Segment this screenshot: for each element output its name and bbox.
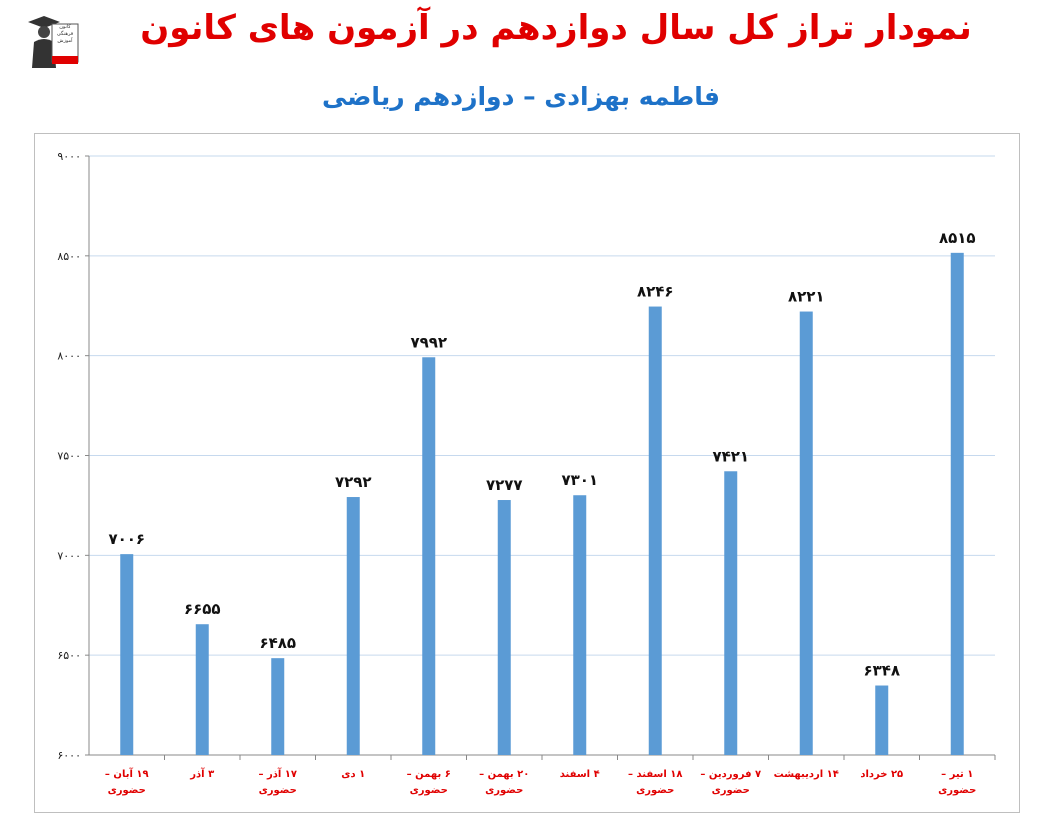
data-label: ۷۴۲۱	[712, 447, 749, 465]
x-tick-label: ۶ بهمن – حضوری	[407, 769, 451, 796]
data-label: ۷۲۹۲	[335, 473, 372, 491]
x-tick-label-line: ۱۷ آذر –	[259, 767, 298, 780]
data-label: ۶۶۵۵	[184, 600, 221, 618]
x-tick-label-line: ۲۵ خرداد	[860, 769, 903, 780]
x-tick-label-line: ۱ دی	[341, 769, 365, 780]
x-tick-label-line: ۷ فروردین –	[700, 769, 761, 780]
x-tick-label: ۷ فروردین – حضوری	[700, 769, 761, 796]
data-label: ۷۰۰۶	[108, 530, 145, 548]
logo-line-2: فرهنگی	[56, 31, 74, 37]
x-tick-label-line: ۱۹ آبان –	[105, 767, 149, 780]
x-tick-label-line: ۴ اسفند	[560, 769, 600, 780]
x-tick-label: ۲۵ خرداد	[860, 769, 903, 780]
x-tick-label-line: حضوری	[938, 785, 976, 796]
x-tick-label: ۳ آذر	[189, 767, 214, 780]
x-tick-label-line: حضوری	[636, 785, 674, 796]
data-label: ۷۲۷۷	[486, 476, 523, 494]
chart-frame: ۶۰۰۰ ۶۵۰۰ ۷۰۰۰ ۷۵۰۰ ۸۰۰۰ ۸۵۰۰ ۹۰۰۰ ۷۰۰۶ ۱۹ آبان …	[34, 133, 1020, 813]
bar	[346, 497, 360, 755]
logo-line-3: آموزش	[57, 38, 73, 44]
x-tick-label-line: ۶ بهمن –	[407, 769, 451, 780]
x-tick-label-line: ۱۴ اردیبهشت	[774, 769, 839, 780]
x-tick-label-line: ۱۸ اسفند –	[628, 769, 683, 780]
y-tick-label: ۶۰۰۰	[57, 749, 81, 762]
x-tick-label-line: حضوری	[712, 785, 750, 796]
x-tick-label: ۲۰ بهمن – حضوری	[479, 769, 529, 796]
y-tick-label: ۹۰۰۰	[57, 150, 81, 163]
x-tick-label: ۱ تیر – حضوری	[938, 769, 976, 796]
bar	[573, 495, 587, 755]
x-tick-label: ۱۷ آذر – حضوری	[259, 767, 298, 796]
x-tick-label: ۱۴ اردیبهشت	[774, 769, 839, 780]
x-tick-label-line: ۳ آذر	[189, 767, 214, 780]
data-label: ۶۳۴۸	[863, 662, 900, 680]
y-tick-label: ۸۵۰۰	[57, 250, 81, 263]
x-tick-label-line: ۲۰ بهمن –	[479, 769, 529, 780]
bar	[875, 685, 889, 755]
bar	[950, 252, 964, 756]
data-label: ۸۲۲۱	[788, 288, 825, 306]
bar	[799, 311, 813, 755]
x-tick-label: ۴ اسفند	[560, 769, 600, 780]
bar	[422, 357, 436, 755]
x-tick-label: ۱۸ اسفند – حضوری	[628, 769, 683, 796]
x-tick-label: ۱ دی	[341, 769, 365, 780]
graduate-figure-icon	[28, 16, 79, 68]
page-subtitle: فاطمه بهزادی – دوازدهم ریاضی	[321, 82, 720, 111]
logo-line-4: قلم چی	[56, 45, 74, 51]
y-tick-label: ۷۵۰۰	[57, 450, 81, 463]
x-tick-label-line: حضوری	[108, 785, 146, 796]
bar	[120, 554, 134, 755]
bar	[648, 306, 662, 755]
x-tick-label: ۱۹ آبان – حضوری	[105, 767, 149, 796]
data-label: ۶۴۸۵	[259, 634, 296, 652]
y-tick-label: ۶۵۰۰	[57, 649, 81, 662]
logo: کانون فرهنگی آموزش قلم چی	[22, 10, 80, 70]
bar	[497, 500, 511, 755]
x-tick-label-line: ۱ تیر –	[941, 769, 973, 780]
x-tick-label-line: حضوری	[485, 785, 523, 796]
data-label: ۷۹۹۲	[410, 333, 447, 351]
bar-chart: ۶۰۰۰ ۶۵۰۰ ۷۰۰۰ ۷۵۰۰ ۸۰۰۰ ۸۵۰۰ ۹۰۰۰ ۷۰۰۶ ۱۹ آبان …	[57, 150, 996, 796]
x-tick-label-line: حضوری	[410, 785, 448, 796]
data-label: ۸۲۴۶	[637, 283, 674, 301]
x-tick-label-line: حضوری	[259, 785, 297, 796]
logo-line-1: کانون	[59, 24, 71, 30]
data-label: ۷۳۰۱	[561, 471, 598, 489]
bar	[271, 658, 285, 755]
bar	[195, 624, 209, 755]
y-tick-label: ۷۰۰۰	[57, 549, 81, 562]
y-tick-label: ۸۰۰۰	[57, 350, 81, 363]
data-label: ۸۵۱۵	[939, 229, 976, 247]
bar	[724, 471, 738, 755]
page-title: نمودار تراز کل سال دوازدهم در آزمون های …	[140, 8, 972, 48]
